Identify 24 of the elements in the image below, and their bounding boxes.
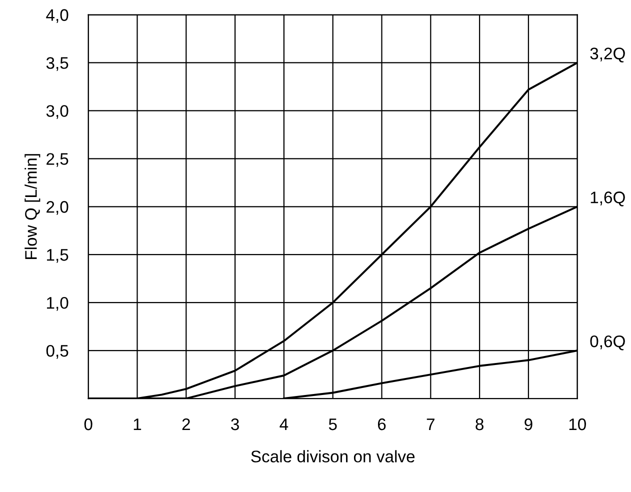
- y-axis-title: Flow Q [L/min]: [24, 154, 40, 259]
- y-tick-label: 2,5: [46, 153, 68, 167]
- y-tick-label: 1,0: [47, 296, 68, 311]
- x-tick-label: 1: [134, 418, 142, 430]
- x-tick-label: 0: [84, 418, 92, 430]
- x-tick-label: 9: [524, 418, 532, 430]
- y-tick-label: 3,0: [46, 105, 68, 119]
- x-axis-title: Scale divison on valve: [251, 450, 415, 462]
- x-tick-label: 2: [182, 418, 190, 430]
- y-tick-label: 0,5: [46, 344, 68, 359]
- x-tick-label: 7: [426, 418, 434, 430]
- x-tick-label: 3: [231, 418, 239, 430]
- x-tick-label: 10: [569, 418, 586, 430]
- x-tick-label: 5: [328, 418, 337, 430]
- series-label: 3,2Q: [590, 48, 625, 62]
- series-label: 0,6Q: [590, 335, 625, 350]
- x-tick-label: 6: [378, 418, 386, 430]
- y-tick-label: 4,0: [46, 9, 68, 23]
- series-label: 1,6Q: [590, 192, 625, 206]
- y-tick-label: 2,0: [46, 201, 68, 215]
- x-tick-label: 4: [280, 418, 288, 430]
- y-tick-label: 1,5: [47, 249, 68, 263]
- x-tick-label: 8: [476, 418, 484, 430]
- y-tick-label: 3,5: [46, 57, 68, 71]
